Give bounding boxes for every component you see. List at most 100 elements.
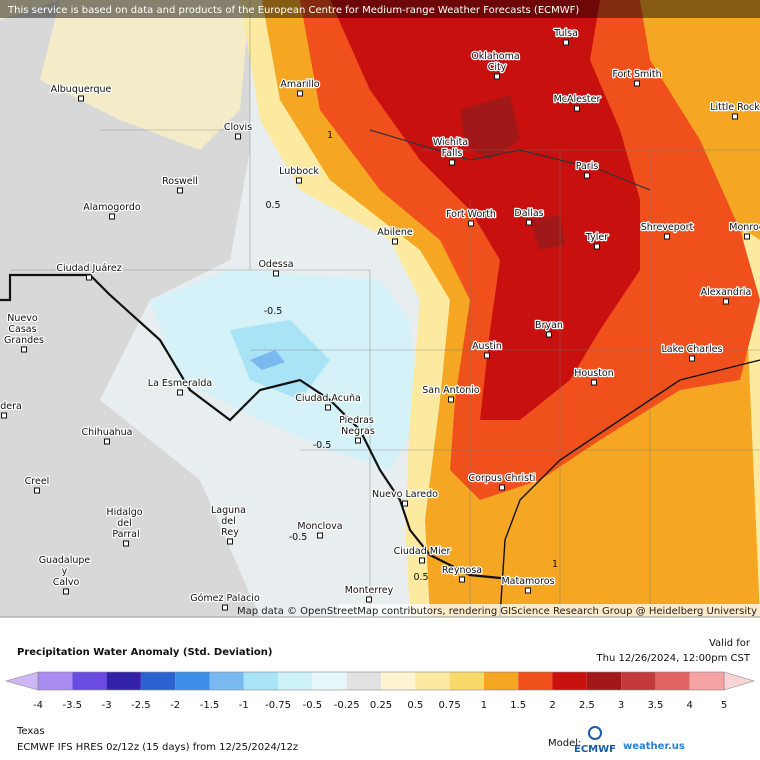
city-marker xyxy=(104,438,110,445)
city-label: Dallas xyxy=(514,208,543,219)
legend-tick-label: -2 xyxy=(170,700,180,711)
city-marker xyxy=(1,412,7,419)
brand: weather.us xyxy=(623,741,685,752)
city-label: Ciudad Juárez xyxy=(56,263,121,274)
city-marker xyxy=(222,604,228,611)
county-lines xyxy=(10,0,760,617)
contour-label: 1 xyxy=(552,559,558,570)
legend-frame xyxy=(37,671,725,691)
city-label: Matamoros xyxy=(501,576,554,587)
city-marker xyxy=(366,596,372,603)
city-marker xyxy=(34,487,40,494)
legend-swatch xyxy=(346,672,381,690)
legend-swatch xyxy=(449,672,484,690)
contour-label: -0.5 xyxy=(313,440,332,451)
legend-tick-label: 3.5 xyxy=(647,700,663,711)
notice-bar xyxy=(0,0,760,18)
ecmwf-logo-mark xyxy=(588,726,602,740)
legend-tick-label: 1 xyxy=(481,700,487,711)
city-marker xyxy=(235,133,241,140)
field-positive-core xyxy=(460,95,565,250)
city-marker xyxy=(177,389,183,396)
labels: Tulsa Oklahoma City Fort Smith Albuquerque A… xyxy=(0,27,760,611)
city-marker xyxy=(591,379,597,386)
city-marker xyxy=(297,90,303,97)
city-label: Nuevo Casas Grandes xyxy=(4,313,44,346)
city-marker xyxy=(484,352,490,359)
field-positive-very-high xyxy=(330,0,640,420)
title: Precipitation Water Anomaly (Std. Deviat… xyxy=(17,647,272,658)
city-marker xyxy=(499,484,505,491)
city-marker xyxy=(448,396,454,403)
city-label: Fort Smith xyxy=(612,69,661,80)
city-label: Roswell xyxy=(162,176,198,187)
legend-tick-label: -2.5 xyxy=(131,700,151,711)
city-label: Madera xyxy=(0,401,22,412)
city-label: Little Rock xyxy=(710,102,760,113)
legend-swatch xyxy=(209,672,244,690)
city-label: Reynosa xyxy=(442,565,482,576)
contour-label: 0.5 xyxy=(265,200,280,211)
legend-tick-label: -0.25 xyxy=(334,700,360,711)
map: This service is based on data and produc… xyxy=(0,0,760,617)
city-marker xyxy=(317,532,323,539)
legend-swatch xyxy=(140,672,176,690)
valid-label: Valid for xyxy=(709,638,751,649)
city-marker xyxy=(449,159,455,166)
legend-swatch xyxy=(106,672,141,690)
legend-tick-label: -3 xyxy=(102,700,112,711)
city-marker xyxy=(546,331,552,338)
city-label: Bryan xyxy=(535,320,563,331)
city-marker xyxy=(563,39,569,46)
city-marker xyxy=(177,187,183,194)
city-marker xyxy=(325,404,331,411)
city-marker xyxy=(21,346,27,353)
city-marker xyxy=(732,113,738,120)
legend-swatch xyxy=(381,672,416,690)
city-marker xyxy=(723,298,729,305)
legend-tick-label: -4 xyxy=(33,700,43,711)
city-marker xyxy=(594,243,600,250)
legend-swatch xyxy=(278,672,313,690)
city-label: Lake Charles xyxy=(662,344,723,355)
legend-tick-label: -1.5 xyxy=(200,700,220,711)
city-label: Guadalupe y Calvo xyxy=(39,555,94,588)
legend-high-arrow xyxy=(723,671,756,691)
city-marker xyxy=(392,238,398,245)
attribution: Map data © OpenStreetMap contributors, r… xyxy=(237,606,757,617)
city-marker xyxy=(123,540,129,547)
city-label: Laguna del Rey xyxy=(211,505,249,538)
legend-swatch xyxy=(175,672,210,690)
legend-tick-label: -0.75 xyxy=(265,700,291,711)
contour-label: -0.5 xyxy=(289,532,308,543)
legend-swatch xyxy=(483,672,519,690)
city-label: Monroe xyxy=(729,222,760,233)
city-label: Piedras Negras xyxy=(339,415,377,437)
city-label: Lubbock xyxy=(279,166,319,177)
city-label: Clovis xyxy=(224,122,252,133)
legend-swatch xyxy=(586,672,622,690)
city-label: Creel xyxy=(25,476,50,487)
city-marker xyxy=(664,233,670,240)
city-label: San Antonio xyxy=(422,385,480,396)
city-label: Chihuahua xyxy=(81,427,132,438)
legend-tick-label: 0.5 xyxy=(407,700,423,711)
city-label: Gómez Palacio xyxy=(190,593,260,604)
city-label: Tyler xyxy=(585,232,608,243)
contour-label: 0.5 xyxy=(413,572,428,583)
legend-swatch xyxy=(312,672,347,690)
legend-swatch xyxy=(243,672,279,690)
city-label: Alexandria xyxy=(701,287,752,298)
legend-tick-label: 1.5 xyxy=(510,700,526,711)
city-label: Abilene xyxy=(377,227,413,238)
city-marker xyxy=(689,355,695,362)
legend-tick-label: 0.25 xyxy=(370,700,392,711)
city-marker xyxy=(109,213,115,220)
state-border xyxy=(369,129,651,191)
notice: This service is based on data and produc… xyxy=(7,5,579,16)
city-marker xyxy=(419,557,425,564)
legend-low-arrow xyxy=(4,671,39,691)
city-marker xyxy=(584,172,590,179)
field-negative-core xyxy=(250,350,285,370)
